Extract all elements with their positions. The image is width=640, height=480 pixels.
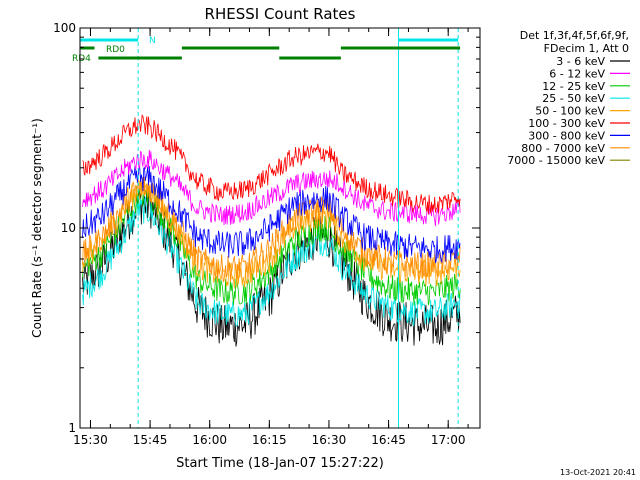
x-tick-label: 15:30 — [73, 433, 108, 447]
legend-label: 6 - 12 keV — [549, 67, 605, 80]
series-line-25-50kev — [82, 196, 461, 327]
legend-header: Det 1f,3f,4f,5f,6f,9f, — [520, 29, 629, 42]
x-tick-label: 17:00 — [431, 433, 466, 447]
chart-title: RHESSI Count Rates — [205, 5, 356, 23]
marker-rd0: RD0 — [106, 45, 125, 55]
legend-label: 300 - 800 keV — [528, 129, 605, 142]
x-tick-label: 15:45 — [133, 433, 168, 447]
legend-label: 7000 - 15000 keV — [507, 154, 605, 167]
series-line-100-300kev — [82, 114, 461, 215]
marker-n: N — [149, 36, 156, 46]
legend-label: 100 - 300 keV — [528, 117, 605, 130]
legend-label: 25 - 50 keV — [542, 92, 605, 105]
x-tick-label: 16:45 — [371, 433, 406, 447]
x-axis: 15:30 15:45 16:00 16:15 16:30 16:45 17:00 — [73, 28, 469, 447]
legend-header: FDecim 1, Att 0 — [544, 42, 629, 55]
x-tick-label: 16:30 — [312, 433, 347, 447]
y-tick-label: 10 — [61, 221, 76, 235]
legend-label: 3 - 6 keV — [556, 55, 605, 68]
footer-timestamp: 13-Oct-2021 20:41 — [560, 468, 636, 477]
y-tick-label: 1 — [68, 421, 76, 435]
y-axis: 1 10 100 — [53, 21, 480, 435]
y-axis-label: Count Rate (s⁻¹ detector segment⁻¹) — [30, 118, 44, 338]
legend: Det 1f,3f,4f,5f,6f,9f,FDecim 1, Att 03 -… — [507, 29, 630, 167]
x-tick-label: 16:00 — [192, 433, 227, 447]
legend-label: 12 - 25 keV — [542, 80, 605, 93]
legend-label: 800 - 7000 keV — [521, 142, 605, 155]
series-line-6-12kev — [82, 149, 461, 227]
series-line-300-800kev — [82, 165, 461, 264]
x-axis-label: Start Time (18-Jan-07 15:27:22) — [176, 456, 384, 471]
x-tick-label: 16:15 — [252, 433, 287, 447]
series-line-800-7000kev — [82, 175, 461, 283]
legend-label: 50 - 100 keV — [535, 105, 605, 118]
y-tick-label: 100 — [53, 21, 76, 35]
